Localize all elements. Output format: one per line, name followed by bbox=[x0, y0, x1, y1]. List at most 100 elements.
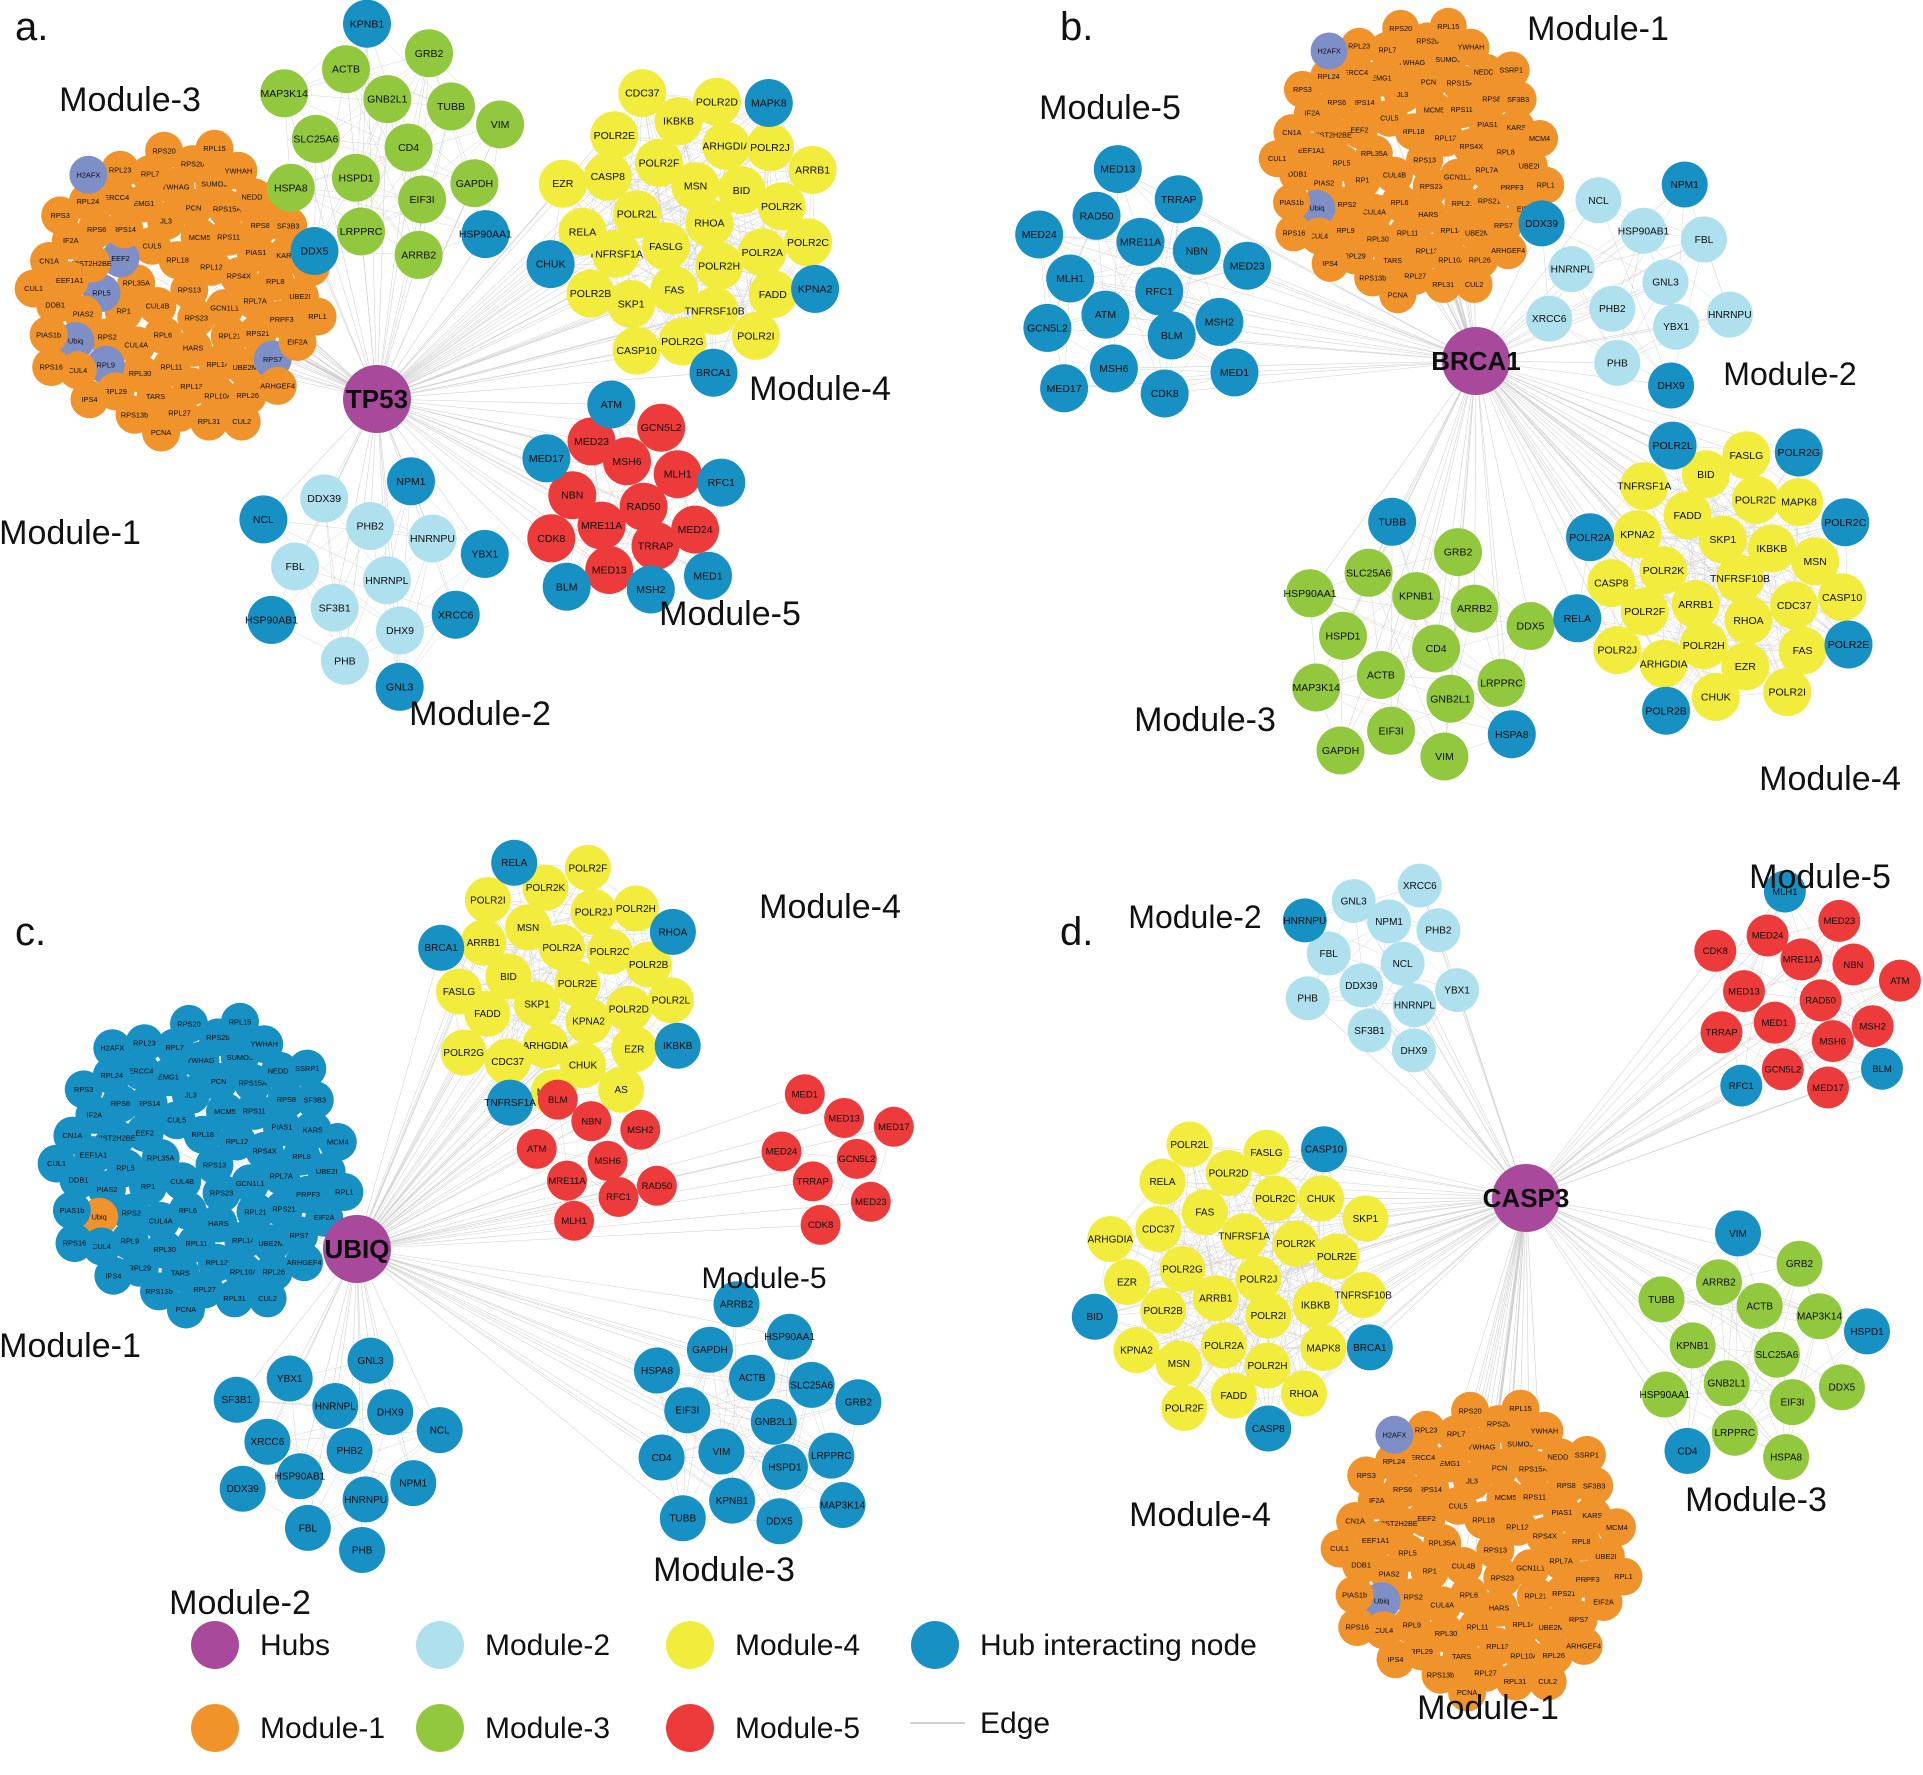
svg-text:YWHAH: YWHAH bbox=[225, 166, 253, 175]
svg-text:RPL7A: RPL7A bbox=[243, 296, 266, 305]
svg-text:POLR2E: POLR2E bbox=[1828, 639, 1869, 651]
svg-text:RPS13: RPS13 bbox=[1484, 1546, 1507, 1555]
svg-text:ARHGDIA: ARHGDIA bbox=[523, 1041, 569, 1052]
svg-text:TRRAP: TRRAP bbox=[797, 1177, 829, 1188]
svg-text:ARRB1: ARRB1 bbox=[795, 165, 830, 177]
svg-text:MED17: MED17 bbox=[529, 453, 564, 465]
svg-text:CUL2: CUL2 bbox=[1465, 280, 1483, 289]
svg-text:HNRNPL: HNRNPL bbox=[1394, 1001, 1436, 1012]
svg-text:DHX9: DHX9 bbox=[1658, 381, 1686, 392]
svg-text:MED1: MED1 bbox=[1220, 367, 1249, 379]
svg-text:EIF3I: EIF3I bbox=[675, 1406, 699, 1417]
svg-text:UBE2I: UBE2I bbox=[289, 292, 310, 301]
svg-text:MAPK8: MAPK8 bbox=[1781, 497, 1817, 509]
svg-text:GNB2L1: GNB2L1 bbox=[755, 1417, 794, 1428]
svg-text:Module-5: Module-5 bbox=[1749, 858, 1891, 896]
svg-text:POLR2D: POLR2D bbox=[696, 96, 738, 108]
svg-text:VIM: VIM bbox=[491, 119, 510, 131]
svg-text:UBE2I: UBE2I bbox=[316, 1167, 337, 1176]
svg-text:RPL6: RPL6 bbox=[1391, 198, 1409, 207]
svg-text:FASLG: FASLG bbox=[1250, 1148, 1282, 1159]
svg-text:TNFRSF10B: TNFRSF10B bbox=[1335, 1290, 1393, 1301]
svg-text:Module-3: Module-3 bbox=[1685, 1481, 1827, 1519]
svg-text:LRPPRC: LRPPRC bbox=[811, 1451, 852, 1462]
svg-text:DDX5: DDX5 bbox=[300, 246, 328, 258]
svg-text:RPS7: RPS7 bbox=[1569, 1615, 1588, 1624]
svg-text:POLR2H: POLR2H bbox=[698, 260, 740, 272]
svg-text:GRB2: GRB2 bbox=[415, 48, 444, 60]
svg-text:HSP90AA1: HSP90AA1 bbox=[764, 1332, 815, 1343]
svg-text:EEF2: EEF2 bbox=[111, 254, 129, 263]
svg-text:XRCC6: XRCC6 bbox=[1532, 314, 1567, 325]
svg-text:SSRP1: SSRP1 bbox=[295, 1064, 319, 1073]
svg-text:PIAS1b: PIAS1b bbox=[59, 1206, 84, 1215]
svg-text:CDC37: CDC37 bbox=[491, 1057, 524, 1068]
svg-text:Ubiq: Ubiq bbox=[92, 1212, 107, 1221]
svg-text:CDC37: CDC37 bbox=[625, 88, 660, 100]
svg-text:LRPPRC: LRPPRC bbox=[1480, 678, 1523, 690]
svg-text:ARHGDIA: ARHGDIA bbox=[1640, 658, 1688, 670]
svg-text:Module-1: Module-1 bbox=[260, 1712, 385, 1745]
svg-text:CDK8: CDK8 bbox=[808, 1220, 833, 1231]
svg-text:PIAS1: PIAS1 bbox=[271, 1123, 292, 1132]
svg-text:MED17: MED17 bbox=[878, 1122, 910, 1133]
svg-text:RPS13b: RPS13b bbox=[1427, 1670, 1455, 1679]
svg-text:RPS4X: RPS4X bbox=[252, 1146, 276, 1155]
svg-text:RPS2: RPS2 bbox=[1338, 200, 1357, 209]
svg-text:a.: a. bbox=[15, 5, 48, 49]
svg-text:TUBB: TUBB bbox=[437, 101, 465, 113]
svg-text:RPL9: RPL9 bbox=[1337, 226, 1355, 235]
svg-text:RPL7: RPL7 bbox=[1378, 46, 1396, 55]
svg-text:EEF2: EEF2 bbox=[1417, 1514, 1435, 1523]
svg-text:CUL1: CUL1 bbox=[1268, 154, 1286, 163]
svg-text:POLR2H: POLR2H bbox=[616, 904, 656, 915]
svg-text:SF3B1: SF3B1 bbox=[319, 602, 351, 614]
svg-text:MED24: MED24 bbox=[1752, 931, 1784, 942]
svg-text:PIAS1: PIAS1 bbox=[1551, 1508, 1572, 1517]
svg-text:RPS20: RPS20 bbox=[152, 146, 175, 155]
svg-text:RPL14: RPL14 bbox=[1512, 1620, 1535, 1629]
svg-text:POLR2F: POLR2F bbox=[1165, 1403, 1204, 1414]
svg-text:TNFRSF1A: TNFRSF1A bbox=[484, 1098, 536, 1109]
svg-text:Module-4: Module-4 bbox=[1759, 760, 1901, 798]
svg-text:EEF1A1: EEF1A1 bbox=[1362, 1536, 1390, 1545]
svg-text:CHUK: CHUK bbox=[536, 259, 566, 271]
svg-text:DDX5: DDX5 bbox=[1516, 621, 1544, 633]
svg-text:BLM: BLM bbox=[548, 1095, 568, 1106]
svg-text:KPNA2: KPNA2 bbox=[1120, 1346, 1153, 1357]
svg-text:MSH2: MSH2 bbox=[1859, 1022, 1885, 1033]
svg-text:SLC25A6: SLC25A6 bbox=[790, 1380, 833, 1391]
svg-text:TARS: TARS bbox=[1383, 256, 1402, 265]
svg-text:UBE2I: UBE2I bbox=[1595, 1552, 1616, 1561]
svg-text:PCNA: PCNA bbox=[151, 428, 172, 437]
svg-text:Ubiq: Ubiq bbox=[1374, 1597, 1389, 1606]
svg-text:Module-5: Module-5 bbox=[659, 595, 801, 633]
svg-text:RPL1: RPL1 bbox=[308, 312, 327, 321]
svg-text:TNFRSF1A: TNFRSF1A bbox=[1218, 1232, 1270, 1243]
svg-text:SKP1: SKP1 bbox=[618, 299, 645, 311]
svg-text:MSN: MSN bbox=[684, 181, 707, 193]
svg-text:BID: BID bbox=[500, 972, 517, 983]
svg-text:Module-4: Module-4 bbox=[735, 1629, 860, 1662]
svg-text:IF2A: IF2A bbox=[87, 1111, 103, 1120]
svg-text:EEF1A1: EEF1A1 bbox=[56, 276, 84, 285]
svg-text:ACTB: ACTB bbox=[1746, 1301, 1773, 1312]
svg-text:RPL15: RPL15 bbox=[229, 1017, 252, 1026]
svg-text:MLH1: MLH1 bbox=[561, 1216, 586, 1227]
svg-text:XRCC6: XRCC6 bbox=[250, 1437, 284, 1448]
svg-text:POLR2I: POLR2I bbox=[470, 895, 506, 906]
svg-text:FBL: FBL bbox=[1320, 949, 1339, 960]
svg-text:POLR2C: POLR2C bbox=[787, 237, 829, 249]
svg-text:RP1: RP1 bbox=[117, 307, 131, 316]
svg-text:RPL8: RPL8 bbox=[266, 277, 285, 286]
svg-text:NBN: NBN bbox=[561, 490, 583, 502]
svg-text:FADD: FADD bbox=[474, 1009, 501, 1020]
svg-text:RPS23: RPS23 bbox=[1420, 182, 1443, 191]
svg-text:BRCA1: BRCA1 bbox=[1431, 346, 1521, 376]
svg-text:PIAS2: PIAS2 bbox=[1314, 178, 1334, 187]
svg-text:RPS8: RPS8 bbox=[1557, 1481, 1576, 1490]
svg-text:MED13: MED13 bbox=[592, 565, 627, 577]
svg-text:RPL15: RPL15 bbox=[1509, 1404, 1532, 1413]
svg-text:Module-5: Module-5 bbox=[1039, 89, 1181, 127]
svg-text:PIAS1b: PIAS1b bbox=[36, 330, 61, 339]
